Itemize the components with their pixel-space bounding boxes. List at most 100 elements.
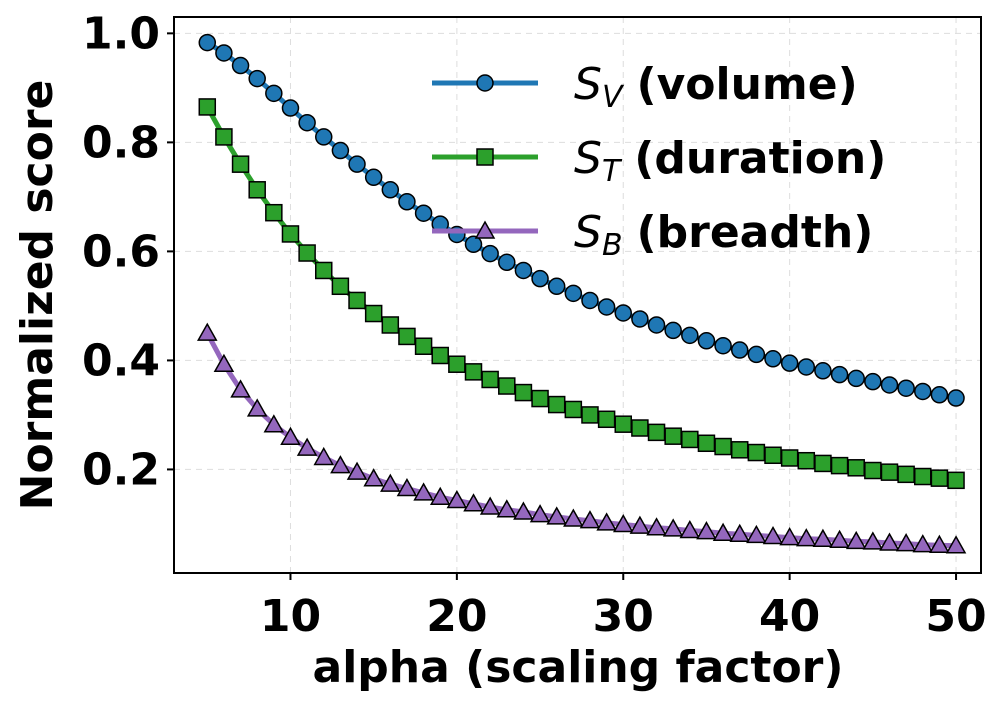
data-point-volume <box>914 382 932 401</box>
data-point-volume <box>481 244 499 263</box>
data-point-breadth <box>429 486 451 505</box>
data-point-volume <box>864 372 882 391</box>
data-point-duration <box>248 181 266 199</box>
y-axis-label: Normalized score <box>12 80 63 511</box>
data-point-duration <box>697 434 716 453</box>
data-point-breadth <box>746 524 767 544</box>
data-point-volume <box>730 341 749 359</box>
data-point-volume <box>464 235 483 254</box>
data-point-volume <box>947 389 965 407</box>
data-point-volume <box>847 369 865 388</box>
data-point-duration <box>315 261 333 280</box>
data-point-volume <box>331 141 350 160</box>
data-point-duration <box>647 423 666 442</box>
data-point-volume <box>930 386 949 404</box>
data-point-duration <box>265 203 283 222</box>
data-point-breadth <box>380 473 401 492</box>
legend-label-volume: SV (volume) <box>574 59 858 115</box>
data-point-breadth <box>729 523 751 543</box>
data-point-duration <box>747 443 766 462</box>
data-point-duration <box>930 469 949 487</box>
data-point-breadth <box>296 437 318 456</box>
data-point-breadth <box>496 499 518 518</box>
data-point-duration <box>348 291 366 310</box>
data-point-breadth <box>330 455 351 474</box>
data-point-breadth <box>829 529 850 549</box>
data-point-volume <box>298 113 316 132</box>
data-point-breadth <box>513 501 534 520</box>
data-point-duration <box>780 449 799 467</box>
data-point-duration <box>215 128 233 146</box>
data-point-breadth <box>313 446 335 466</box>
series-duration <box>198 98 965 490</box>
data-point-duration <box>198 98 217 116</box>
legend: SV (volume) ST (duration) SB (breadth) <box>432 59 886 263</box>
data-point-duration <box>830 456 849 475</box>
data-point-volume <box>398 193 416 211</box>
data-point-volume <box>364 168 383 187</box>
data-point-duration <box>614 415 633 433</box>
data-point-duration <box>431 346 449 365</box>
legend-entry-volume: SV (volume) <box>432 59 858 115</box>
data-point-breadth <box>563 508 584 527</box>
data-point-breadth <box>196 322 218 341</box>
data-point-volume <box>265 84 283 103</box>
data-point-breadth <box>280 426 301 446</box>
data-point-breadth <box>579 510 601 529</box>
data-point-duration <box>730 441 749 459</box>
data-point-breadth <box>629 515 651 534</box>
plot-frame <box>173 16 982 574</box>
data-point-volume <box>880 376 899 394</box>
data-point-duration <box>281 225 300 243</box>
data-point-duration <box>914 467 932 486</box>
legend-marker-duration <box>476 148 494 166</box>
data-point-volume <box>381 181 400 199</box>
data-point-duration <box>581 406 599 424</box>
data-point-breadth <box>879 532 900 551</box>
data-point-duration <box>481 370 499 389</box>
data-point-breadth <box>712 522 734 541</box>
data-point-volume <box>348 155 366 173</box>
data-point-volume <box>780 354 799 372</box>
data-point-duration <box>381 316 400 334</box>
data-point-volume <box>315 128 333 146</box>
data-point-volume <box>764 350 782 368</box>
data-point-breadth <box>945 535 967 554</box>
data-point-breadth <box>779 527 800 546</box>
data-point-duration <box>498 377 516 395</box>
data-point-volume <box>198 33 217 52</box>
data-point-volume <box>547 277 566 296</box>
data-point-breadth <box>646 517 667 536</box>
data-point-duration <box>797 451 816 470</box>
data-point-volume <box>664 321 682 340</box>
data-point-duration <box>814 454 832 473</box>
data-point-breadth <box>246 398 268 417</box>
data-point-breadth <box>812 528 834 547</box>
y-tick-label: 0.2 <box>82 444 160 495</box>
data-point-duration <box>681 430 699 449</box>
data-point-breadth <box>929 534 950 553</box>
data-point-duration <box>298 244 316 262</box>
data-point-breadth <box>263 414 285 433</box>
data-point-breadth <box>546 506 567 525</box>
series-layer <box>196 33 967 554</box>
data-point-duration <box>764 446 782 465</box>
series-line-breadth <box>205 332 957 549</box>
data-point-volume <box>697 332 716 350</box>
data-point-volume <box>614 304 633 322</box>
data-point-breadth <box>363 468 384 487</box>
data-point-volume <box>747 345 766 364</box>
data-point-duration <box>364 304 383 323</box>
series-volume <box>198 33 965 407</box>
x-axis: 10 20 30 40 50 <box>260 573 987 642</box>
data-point-duration <box>531 389 549 408</box>
data-point-breadth <box>230 379 251 398</box>
data-point-breadth <box>413 482 434 501</box>
data-point-volume <box>631 310 649 328</box>
legend-label-breadth: SB (breadth) <box>574 207 873 263</box>
data-point-breadth <box>396 477 418 497</box>
data-point-duration <box>414 337 433 355</box>
legend-entry-breadth: SB (breadth) <box>432 207 873 263</box>
